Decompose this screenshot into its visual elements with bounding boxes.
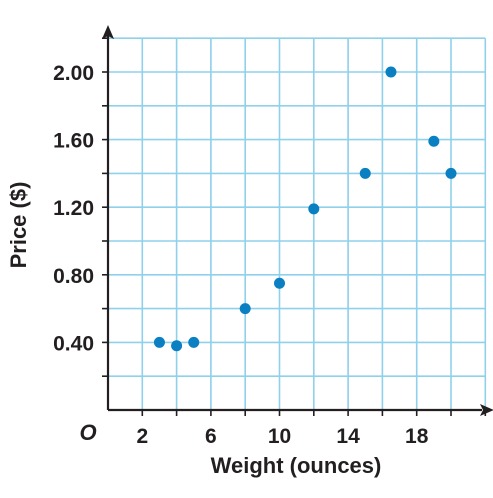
x-axis-title: Weight (ounces)	[211, 453, 382, 478]
y-tick-label: 0.80	[53, 265, 94, 288]
data-point	[171, 340, 183, 352]
x-tick-label: 2	[136, 425, 148, 448]
x-tick-label: 18	[405, 425, 429, 448]
data-point	[308, 203, 320, 215]
x-tick-label: 6	[205, 425, 217, 448]
data-point	[239, 303, 251, 315]
grid	[108, 37, 487, 410]
data-point	[428, 135, 440, 147]
y-tick-label: 1.60	[53, 130, 94, 153]
y-axis-title: Price ($)	[6, 182, 31, 269]
y-tick-label: 2.00	[53, 62, 94, 85]
data-point	[153, 336, 165, 348]
origin-label: O	[79, 420, 96, 445]
data-point	[274, 277, 285, 289]
data-point	[385, 66, 397, 78]
axes	[102, 25, 493, 416]
data-point	[188, 336, 200, 348]
y-tick-label: 1.20	[53, 197, 94, 220]
tick-labels: 2 6 10 14 18 0.40 0.80 1.20 1.60 2.00	[53, 62, 429, 448]
y-tick-label: 0.40	[53, 332, 94, 355]
x-tick-label: 14	[336, 425, 360, 448]
data-points	[153, 66, 457, 352]
x-tick-label: 10	[268, 425, 291, 448]
data-point	[445, 167, 457, 179]
x-axis-arrow	[480, 404, 493, 416]
y-axis-arrow	[102, 25, 114, 39]
data-point	[359, 167, 371, 179]
